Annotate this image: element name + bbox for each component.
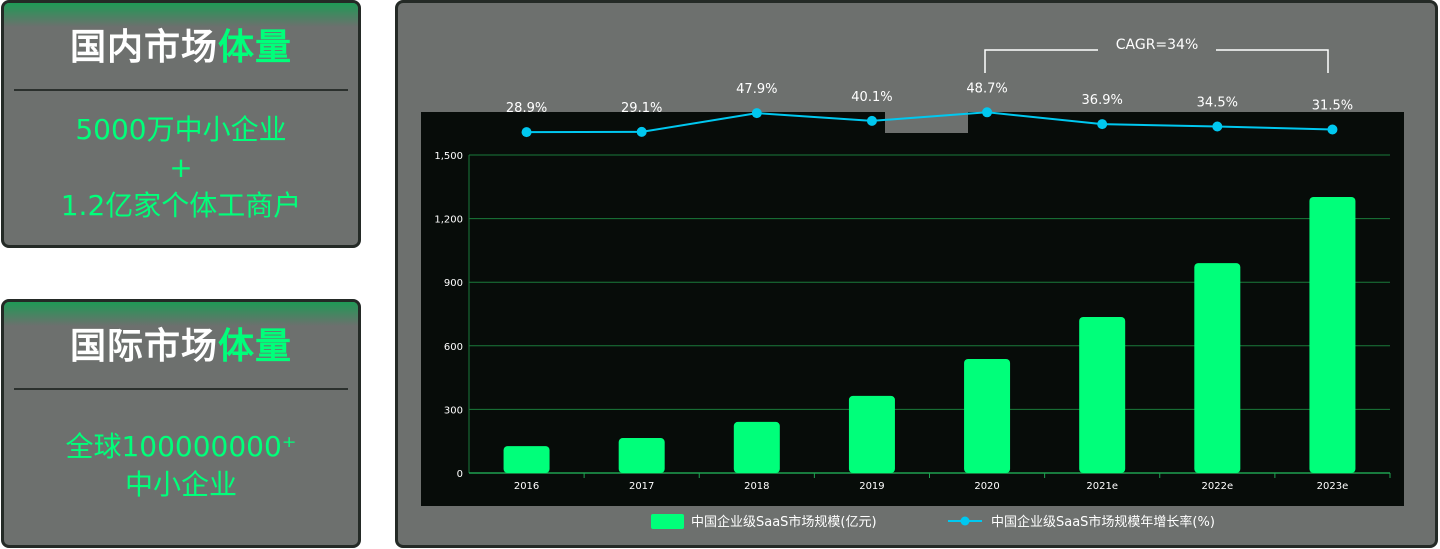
cagr-annotation: CAGR=34% bbox=[1116, 37, 1199, 53]
legend-bar-label: 中国企业级SaaS市场规模(亿元) bbox=[691, 514, 877, 530]
growth-point bbox=[1212, 121, 1223, 132]
growth-label: 48.7% bbox=[966, 81, 1007, 96]
growth-line bbox=[526, 111, 1333, 134]
y-tick-label: 1,500 bbox=[434, 151, 463, 162]
growth-label: 31.5% bbox=[1312, 99, 1353, 114]
bar bbox=[618, 438, 665, 473]
growth-point bbox=[636, 126, 647, 137]
card-title: 国内市场体量 bbox=[69, 27, 293, 68]
x-tick-label: 2017 bbox=[629, 481, 654, 492]
y-tick-label: 600 bbox=[444, 342, 463, 353]
card-body: 全球100000000⁺ 中小企业 bbox=[65, 430, 297, 501]
y-tick-label: 300 bbox=[444, 405, 463, 416]
divider bbox=[14, 388, 348, 390]
bar bbox=[503, 446, 550, 473]
bar bbox=[733, 421, 780, 473]
divider bbox=[14, 89, 348, 91]
legend-line-marker bbox=[960, 516, 970, 526]
growth-point bbox=[982, 107, 993, 118]
growth-label: 28.9% bbox=[506, 101, 547, 116]
legend-bar-swatch bbox=[651, 514, 684, 529]
x-tick-label: 2023e bbox=[1317, 481, 1349, 492]
growth-point bbox=[1097, 119, 1108, 130]
plot-area bbox=[421, 112, 1404, 506]
x-tick-label: 2018 bbox=[744, 481, 769, 492]
international-market-card: 国际市场体量 全球100000000⁺ 中小企业 bbox=[1, 299, 361, 548]
legend: 中国企业级SaaS市场规模(亿元) 中国企业级SaaS市场规模年增长率(%) bbox=[651, 514, 1215, 530]
legend-line-label: 中国企业级SaaS市场规模年增长率(%) bbox=[991, 514, 1215, 530]
growth-point bbox=[521, 127, 532, 138]
growth-label: 36.9% bbox=[1082, 93, 1123, 108]
y-tick-label: 900 bbox=[444, 278, 463, 289]
growth-label: 34.5% bbox=[1197, 96, 1238, 111]
cagr-bracket bbox=[984, 49, 1329, 73]
x-tick-label: 2022e bbox=[1202, 481, 1234, 492]
x-tick-label: 2019 bbox=[859, 481, 884, 492]
bar bbox=[848, 395, 895, 473]
saas-market-chart: 0 300 600 900 1,200 1,500 2016 2017 2018 2019 2020… bbox=[421, 37, 1404, 530]
growth-point bbox=[751, 108, 762, 119]
plot-notch bbox=[885, 112, 968, 133]
growth-label: 47.9% bbox=[736, 82, 777, 97]
growth-label: 29.1% bbox=[621, 101, 662, 116]
bar bbox=[964, 358, 1011, 473]
card-body: 5000万中小企业 + 1.2亿家个体工商户 bbox=[60, 113, 302, 222]
x-tick-label: 2021e bbox=[1086, 481, 1118, 492]
growth-point bbox=[1327, 124, 1338, 135]
bar bbox=[1194, 263, 1241, 473]
card-title: 国际市场体量 bbox=[69, 326, 293, 367]
y-tick-label: 1,200 bbox=[434, 215, 463, 226]
y-tick-label: 0 bbox=[457, 469, 463, 480]
domestic-market-card: 国内市场体量 5000万中小企业 + 1.2亿家个体工商户 bbox=[1, 0, 361, 248]
chart-panel: 0 300 600 900 1,200 1,500 2016 2017 2018 2019 2020… bbox=[395, 0, 1438, 548]
x-tick-label: 2016 bbox=[514, 481, 539, 492]
x-tick-label: 2020 bbox=[974, 481, 999, 492]
growth-label: 40.1% bbox=[851, 90, 892, 105]
growth-point bbox=[866, 115, 877, 126]
bar bbox=[1079, 316, 1126, 473]
bar bbox=[1309, 196, 1356, 473]
